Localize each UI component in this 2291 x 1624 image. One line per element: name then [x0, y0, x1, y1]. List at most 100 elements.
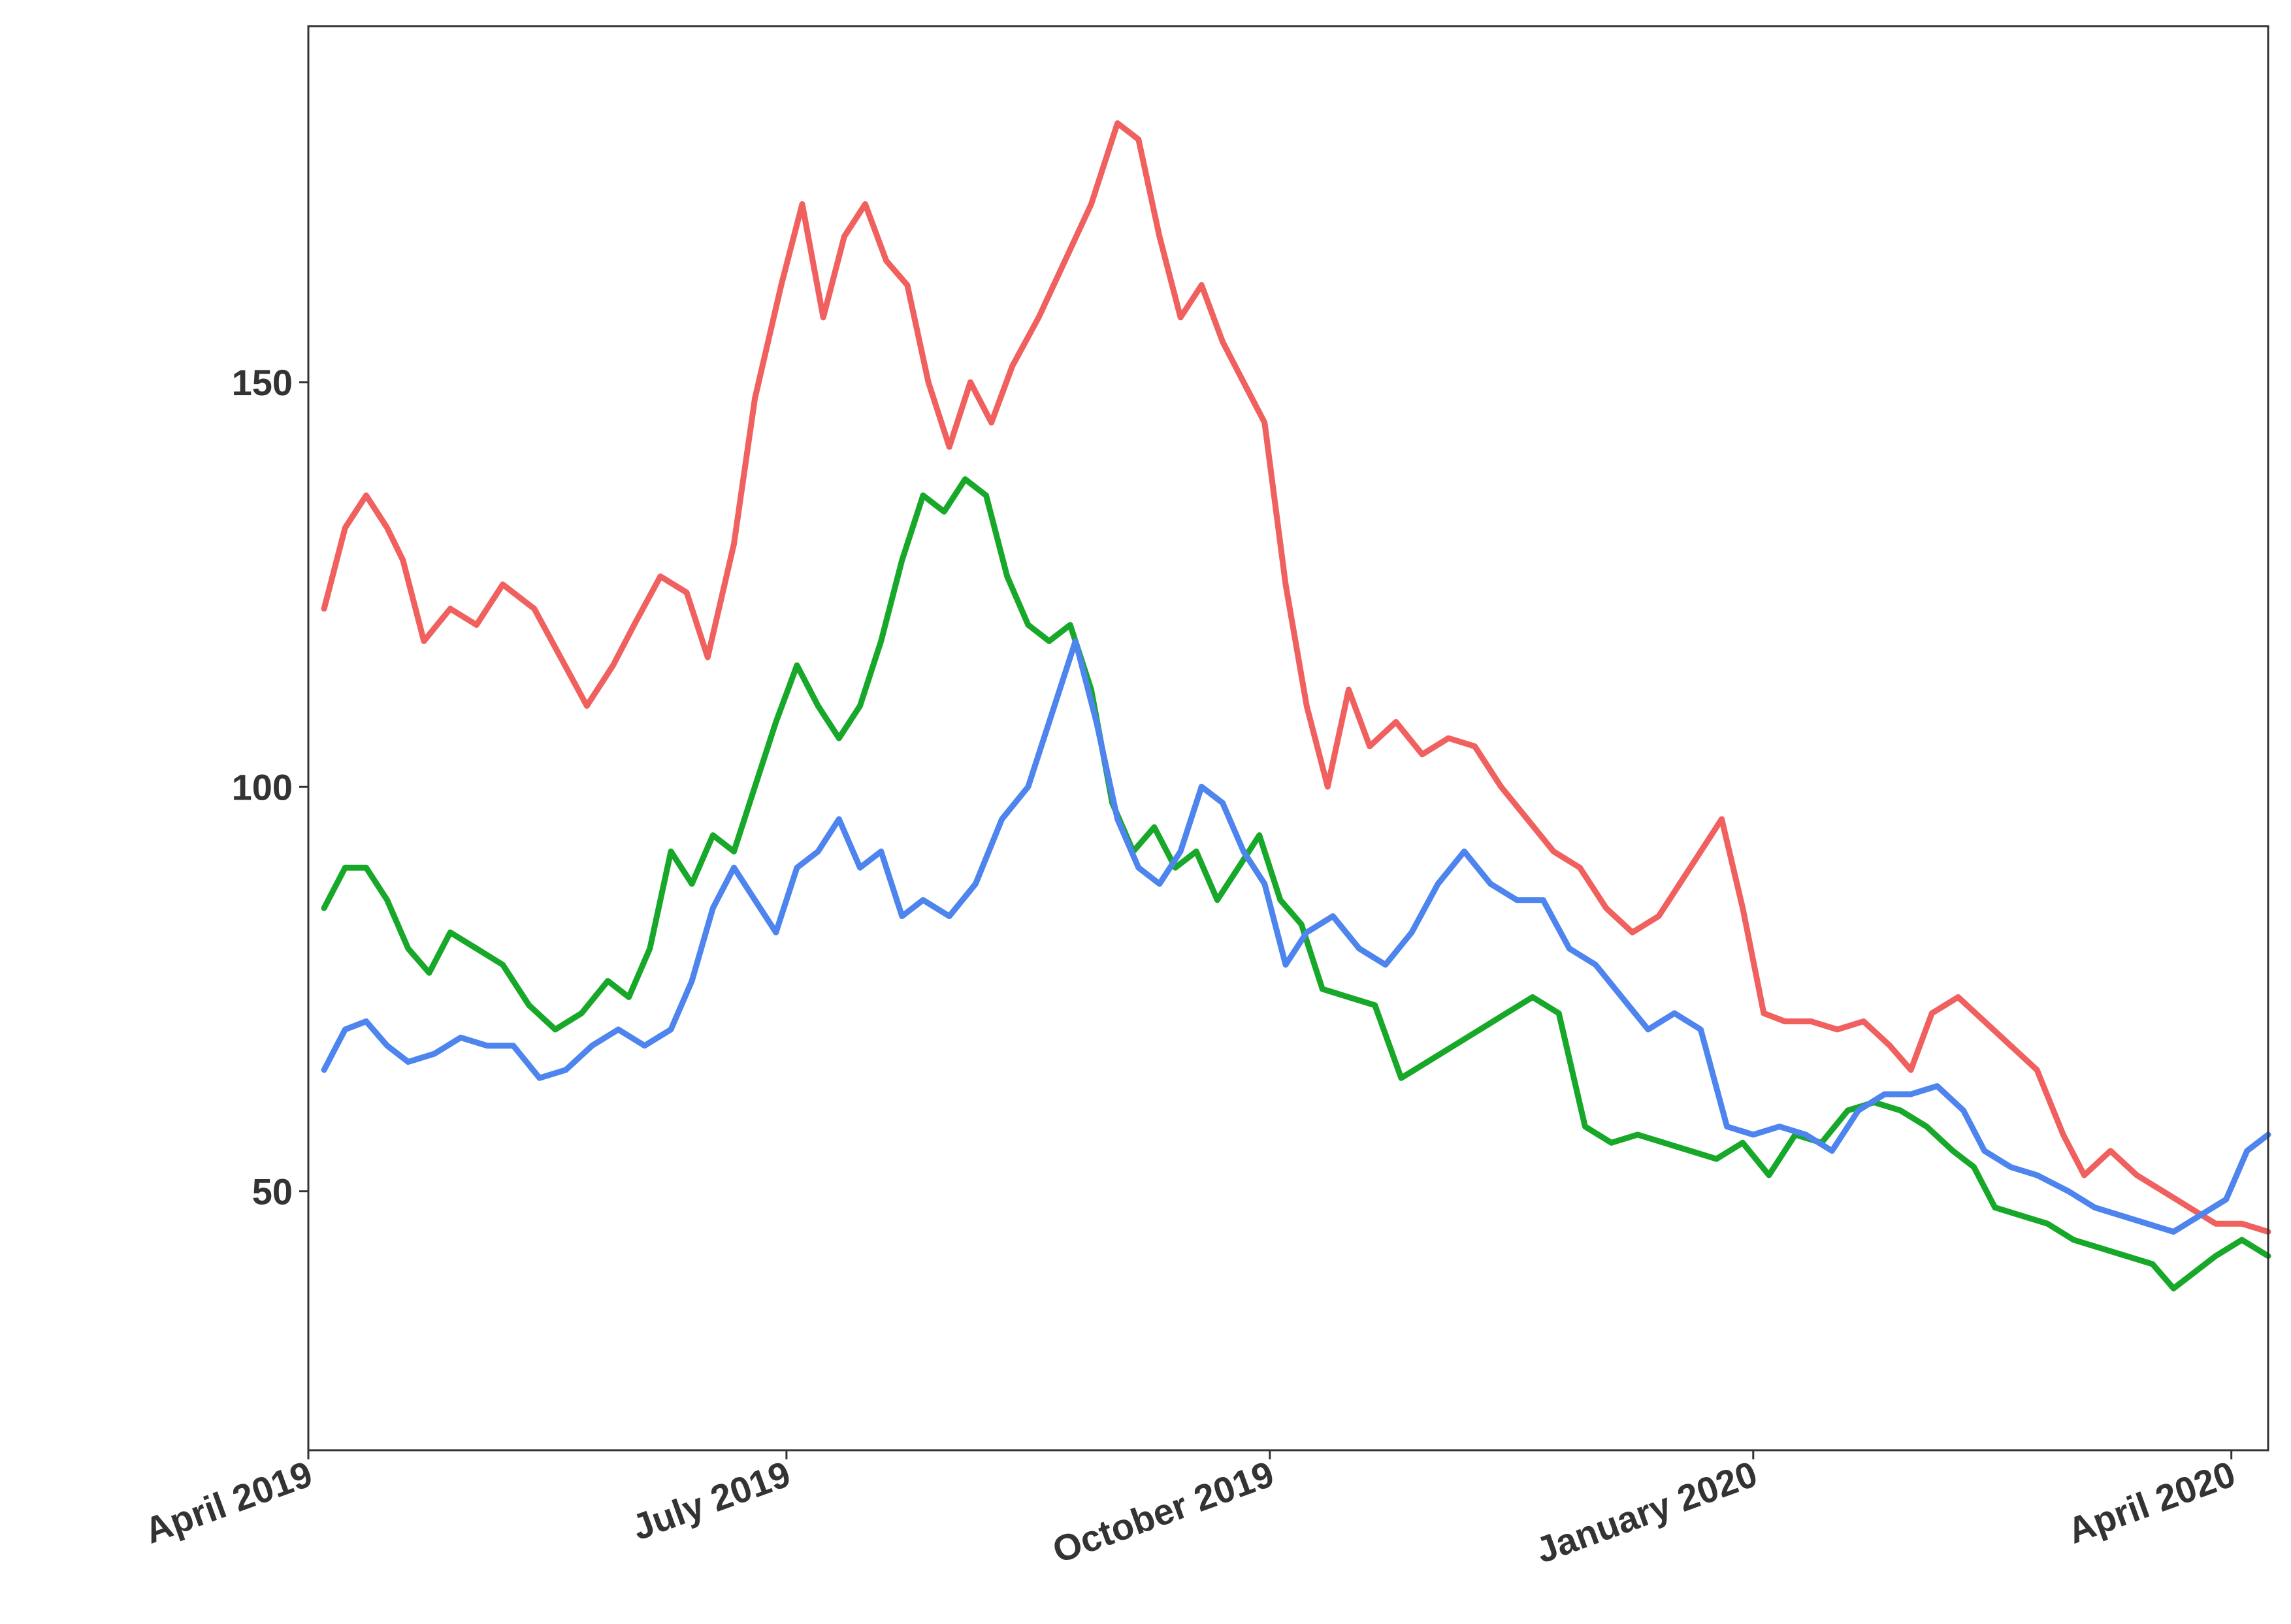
- series-3-point-8: [484, 1043, 490, 1048]
- series-1-point-57: [1629, 930, 1635, 935]
- series-3-point-73: [2066, 1188, 2072, 1194]
- series-2-point-15: [647, 946, 653, 951]
- series-3-point-42: [1261, 881, 1267, 886]
- series-3-point-56: [1619, 994, 1625, 1000]
- series-1-point-5: [400, 557, 406, 563]
- series-3-point-21: [794, 865, 800, 871]
- series-1-point-31: [1009, 363, 1015, 369]
- series-2-point-72: [1971, 1164, 1977, 1170]
- series-1-point-75: [2060, 1131, 2066, 1137]
- series-1-point-58: [1656, 913, 1661, 919]
- series-1-point-36: [1135, 137, 1141, 142]
- series-1-point-8: [474, 622, 479, 628]
- series-3-point-57: [1645, 1026, 1651, 1032]
- series-3-point-60: [1724, 1124, 1730, 1129]
- series-2-point-11: [553, 1026, 558, 1032]
- series-1-point-48: [1393, 719, 1399, 725]
- series-2-point-59: [1634, 1131, 1640, 1137]
- series-2-point-25: [857, 703, 863, 709]
- series-3-point-3: [363, 1018, 369, 1024]
- y-tick-label-50: 50: [252, 1171, 293, 1212]
- series-2-point-29: [941, 509, 947, 515]
- series-1-point-32: [1036, 314, 1041, 320]
- series-3-point-53: [1540, 897, 1546, 903]
- series-1-point-1: [321, 606, 327, 611]
- series-1-point-22: [821, 314, 826, 320]
- series-1-point-63: [1761, 1011, 1766, 1016]
- series-3-point-78: [2197, 1212, 2203, 1218]
- series-3-point-65: [1855, 1107, 1861, 1113]
- series-3-point-50: [1461, 849, 1467, 854]
- series-2-point-6: [427, 970, 432, 976]
- series-2-point-21: [773, 719, 779, 725]
- series-2-point-7: [447, 930, 453, 935]
- series-1-point-68: [1887, 1043, 1893, 1048]
- series-1-point-46: [1346, 687, 1352, 692]
- series-3-point-5: [405, 1059, 411, 1065]
- series-3-point-38: [1178, 849, 1184, 854]
- series-2-point-24: [836, 736, 842, 741]
- series-1-point-65: [1808, 1018, 1814, 1024]
- series-1-point-18: [731, 541, 737, 547]
- series-1-point-71: [1955, 994, 1961, 1000]
- series-3-point-24: [857, 865, 863, 871]
- series-1-point-37: [1156, 234, 1162, 239]
- series-2-point-42: [1214, 897, 1220, 903]
- series-2-point-81: [2192, 1269, 2198, 1275]
- series-1-point-79: [2160, 1188, 2166, 1194]
- series-1-point-50: [1446, 736, 1452, 741]
- series-3-point-63: [1803, 1131, 1809, 1137]
- series-2-point-63: [1740, 1140, 1746, 1146]
- series-3-point-41: [1241, 849, 1246, 854]
- series-2-point-23: [815, 703, 821, 709]
- series-3-point-70: [1981, 1148, 1987, 1154]
- series-1-point-54: [1551, 849, 1557, 854]
- series-1-point-4: [384, 525, 390, 530]
- series-2-point-30: [962, 476, 968, 482]
- series-2-point-8: [474, 946, 479, 951]
- series-2-point-26: [878, 638, 884, 644]
- series-2-point-20: [752, 784, 758, 790]
- series-3-point-68: [1934, 1083, 1940, 1089]
- series-3-point-14: [642, 1043, 647, 1048]
- series-2-point-73: [1992, 1205, 1998, 1210]
- series-2-point-83: [2239, 1237, 2245, 1242]
- series-1-point-16: [684, 590, 690, 595]
- series-2-point-62: [1714, 1156, 1719, 1162]
- series-2-point-12: [579, 1011, 585, 1016]
- series-3-point-59: [1698, 1026, 1704, 1032]
- series-1-point-49: [1420, 751, 1425, 757]
- series-3-point-76: [2145, 1221, 2150, 1227]
- series-1-point-26: [904, 282, 910, 288]
- series-2-point-74: [2019, 1212, 2024, 1218]
- series-3-point-20: [773, 930, 779, 935]
- series-3-point-11: [563, 1067, 569, 1073]
- series-1-point-24: [862, 201, 868, 207]
- series-2-point-27: [899, 557, 905, 563]
- series-1-point-10: [531, 606, 537, 611]
- series-3-point-17: [710, 905, 716, 911]
- series-2-point-43: [1235, 865, 1241, 871]
- series-3-point-79: [2223, 1197, 2229, 1202]
- series-1-point-30: [988, 419, 994, 425]
- series-3-point-46: [1356, 946, 1362, 951]
- series-2-point-64: [1766, 1172, 1772, 1178]
- series-1-point-47: [1367, 743, 1373, 749]
- series-2-point-58: [1608, 1140, 1614, 1146]
- series-1-point-43: [1283, 581, 1288, 587]
- series-2-point-5: [405, 946, 411, 951]
- series-2-point-13: [605, 978, 611, 984]
- series-1-point-14: [631, 622, 637, 628]
- series-2-point-35: [1067, 622, 1073, 628]
- series-2-point-31: [983, 493, 989, 498]
- series-3-point-52: [1514, 897, 1519, 903]
- series-2-point-55: [1530, 994, 1535, 1000]
- series-3-point-23: [836, 816, 842, 822]
- series-3-point-31: [1025, 784, 1031, 790]
- series-2-point-16: [668, 849, 674, 854]
- series-1-point-59: [1677, 881, 1683, 886]
- series-3-point-40: [1220, 800, 1226, 806]
- series-3-point-69: [1960, 1107, 1966, 1113]
- series-3-point-48: [1409, 930, 1414, 935]
